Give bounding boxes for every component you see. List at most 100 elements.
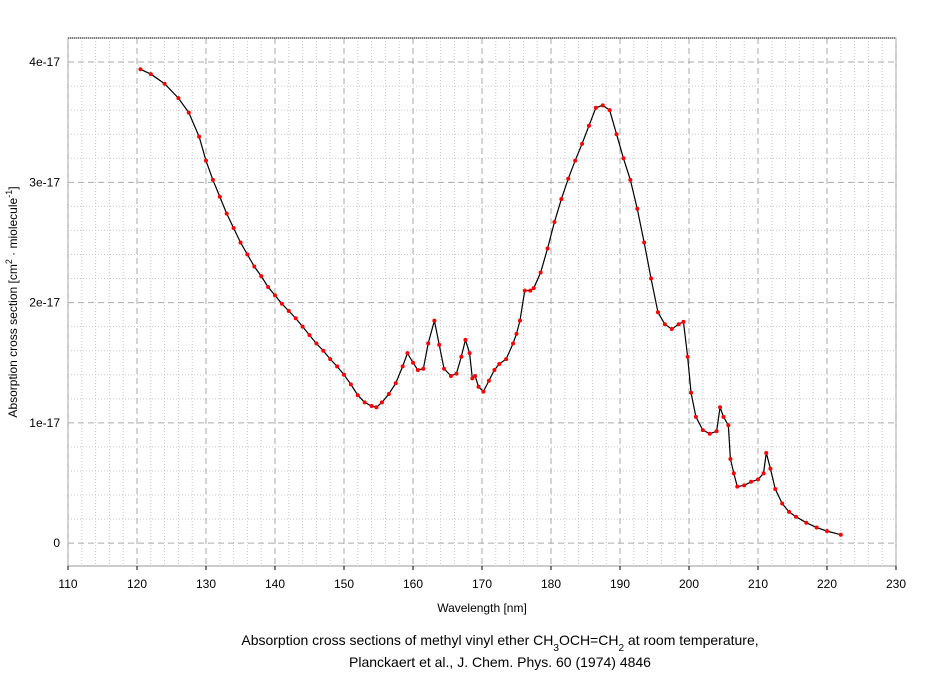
- data-point: [415, 367, 420, 372]
- data-point: [689, 390, 694, 395]
- data-point: [731, 471, 736, 476]
- data-point: [511, 341, 516, 346]
- data-point: [517, 318, 522, 323]
- y-axis-label: Absorption cross section [cm2 · miolecul…: [4, 186, 20, 417]
- x-tick-label: 220: [817, 577, 837, 591]
- data-point: [426, 341, 431, 346]
- data-point: [348, 382, 353, 387]
- data-point: [552, 220, 557, 225]
- data-point: [793, 514, 798, 519]
- data-point: [197, 134, 202, 139]
- data-point: [761, 471, 766, 476]
- data-point: [764, 450, 769, 455]
- data-point: [749, 479, 754, 484]
- data-point: [681, 319, 686, 324]
- data-point: [814, 525, 819, 530]
- data-point: [273, 293, 277, 298]
- data-point: [614, 132, 619, 137]
- data-point: [362, 400, 367, 405]
- data-point: [700, 428, 705, 433]
- data-point: [386, 392, 391, 397]
- data-point: [545, 246, 550, 251]
- data-point: [662, 322, 667, 327]
- data-point: [238, 240, 243, 245]
- data-point: [768, 466, 773, 471]
- data-point: [607, 108, 612, 113]
- data-point: [742, 483, 747, 488]
- x-tick-label: 140: [265, 577, 285, 591]
- data-point: [186, 110, 191, 115]
- data-point: [307, 333, 312, 338]
- data-point: [421, 366, 426, 371]
- data-point: [635, 206, 640, 211]
- data-point: [756, 477, 760, 482]
- data-point: [138, 67, 143, 72]
- data-point: [411, 360, 415, 365]
- data-point: [442, 366, 447, 371]
- data-point: [286, 309, 291, 314]
- data-point: [459, 354, 464, 359]
- data-point: [162, 81, 167, 86]
- x-tick-label: 200: [679, 577, 699, 591]
- data-point: [252, 264, 257, 269]
- data-point: [266, 284, 271, 289]
- data-point: [825, 529, 829, 534]
- x-tick-label: 180: [541, 577, 561, 591]
- data-point: [204, 158, 208, 163]
- x-tick-label: 210: [748, 577, 768, 591]
- data-point: [787, 509, 792, 514]
- data-point: [693, 414, 698, 419]
- data-point: [773, 487, 778, 492]
- caption-line: Absorption cross sections of methyl viny…: [241, 632, 758, 654]
- data-point: [224, 211, 229, 216]
- data-point: [780, 501, 785, 506]
- data-point: [707, 431, 712, 436]
- data-point: [293, 316, 298, 321]
- data-point: [628, 177, 633, 182]
- data-point: [476, 384, 481, 389]
- data-point: [621, 156, 626, 161]
- x-tick-label: 190: [610, 577, 630, 591]
- x-tick-label: 130: [196, 577, 216, 591]
- data-point: [514, 331, 519, 336]
- data-point: [467, 351, 472, 356]
- data-point: [481, 389, 486, 394]
- data-point: [728, 456, 733, 461]
- data-point: [335, 364, 340, 369]
- y-tick-label: 4e-17: [29, 55, 60, 69]
- data-point: [566, 176, 571, 181]
- data-point: [655, 310, 660, 315]
- data-point: [379, 400, 384, 405]
- data-point: [245, 252, 250, 257]
- data-point: [676, 322, 681, 327]
- data-point: [369, 404, 374, 409]
- data-point: [448, 373, 453, 378]
- data-point: [531, 286, 536, 291]
- data-point: [528, 288, 533, 293]
- data-point: [259, 274, 264, 279]
- data-point: [454, 371, 459, 376]
- data-point: [492, 367, 497, 372]
- x-axis-label: Wavelength [nm]: [437, 601, 527, 615]
- data-point: [473, 373, 478, 378]
- data-point: [210, 177, 215, 182]
- data-point: [217, 194, 222, 199]
- data-point: [580, 141, 585, 146]
- data-point: [586, 123, 591, 128]
- data-point: [148, 72, 153, 77]
- data-point: [804, 520, 809, 525]
- x-tick-label: 170: [472, 577, 492, 591]
- data-point: [593, 105, 598, 110]
- y-tick-label: 3e-17: [29, 175, 60, 189]
- x-tick-label: 120: [127, 577, 147, 591]
- data-point: [721, 414, 726, 419]
- data-point: [486, 378, 491, 383]
- data-point: [400, 364, 405, 369]
- data-point: [393, 381, 398, 386]
- caption-line: Planckaert et al., J. Chem. Phys. 60 (19…: [349, 654, 651, 670]
- data-point: [355, 393, 360, 398]
- data-point: [726, 423, 731, 428]
- data-point: [342, 372, 346, 377]
- data-point: [279, 301, 284, 306]
